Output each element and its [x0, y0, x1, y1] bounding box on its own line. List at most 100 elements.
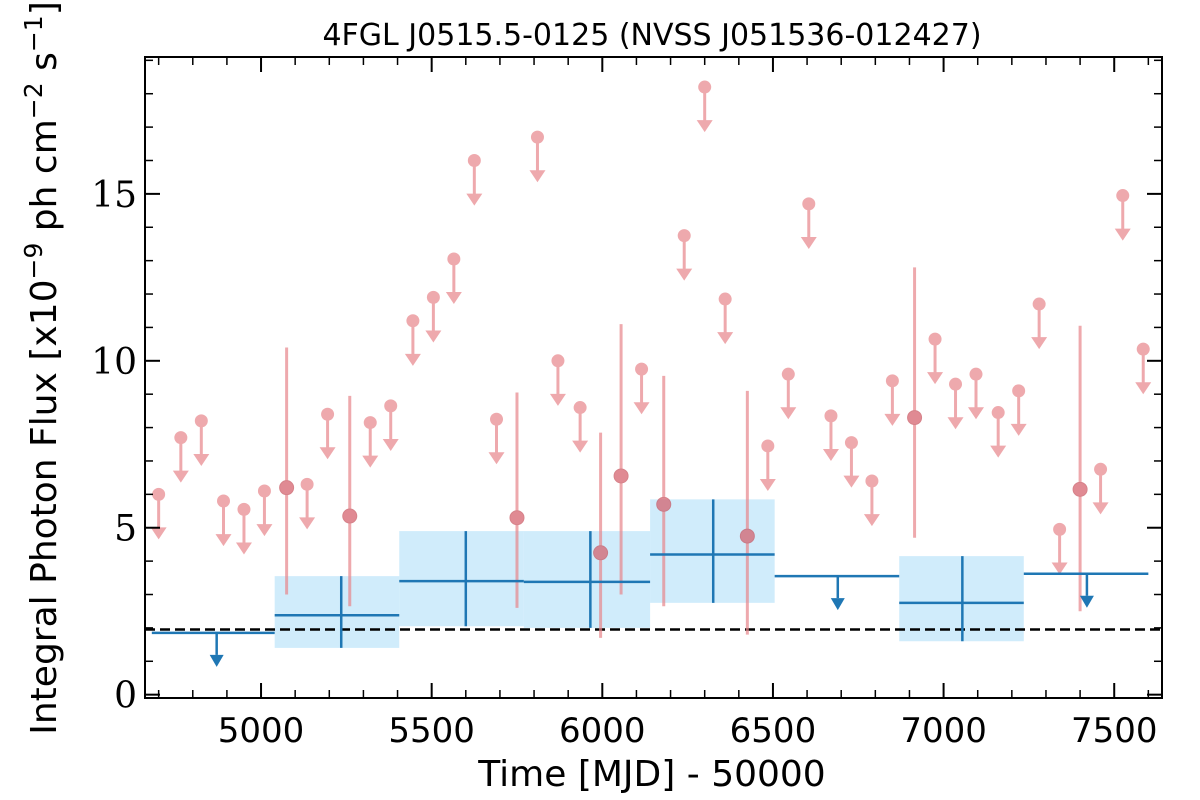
long-bin-band-3 — [523, 531, 651, 628]
long-bin-band-1 — [274, 576, 400, 648]
short-bin-upper-limit-45 — [1092, 462, 1109, 515]
short-bin-detection-24 — [656, 375, 672, 607]
short-bin-upper-limit-40 — [990, 406, 1007, 458]
short-bin-arrow-head-8 — [319, 447, 336, 460]
short-bin-arrow-head-32 — [822, 448, 839, 461]
short-bin-marker-22 — [613, 468, 629, 484]
y-axis-label-mid: ph cm — [24, 119, 65, 242]
short-bin-arrow-head-37 — [927, 372, 944, 385]
short-bin-detection-22 — [613, 324, 629, 595]
x-tick-label-5000: 5000 — [218, 711, 305, 751]
short-bin-marker-24 — [656, 496, 672, 512]
short-bin-detection-6 — [279, 347, 295, 595]
short-bin-marker-17 — [509, 510, 525, 526]
short-bin-upper-limit-12 — [404, 314, 421, 366]
short-bin-upper-limit-46 — [1114, 189, 1131, 241]
short-bin-arrow-head-33 — [843, 475, 860, 488]
short-bin-arrow-head-3 — [215, 534, 232, 547]
short-bin-arrow-head-30 — [780, 407, 797, 420]
short-bin-upper-limit-1 — [172, 431, 189, 483]
short-bin-upper-limit-41 — [1010, 384, 1027, 436]
short-bin-arrow-head-41 — [1010, 423, 1027, 436]
short-bin-upper-limit-8 — [319, 407, 336, 460]
y-axis-label: Integral Photon Flux [x10−9 ph cm−2 s−1] — [19, 1, 65, 735]
short-bin-arrow-head-14 — [445, 292, 462, 305]
short-bin-upper-limit-35 — [884, 374, 901, 426]
short-bin-arrow-head-42 — [1031, 337, 1048, 350]
short-bin-arrow-head-2 — [193, 453, 210, 466]
long-bin-ul-head-0 — [209, 654, 224, 667]
short-bin-detection-9 — [342, 395, 358, 607]
short-bin-arrow-head-45 — [1092, 502, 1109, 515]
y-tick-label-10: 10 — [91, 342, 137, 383]
short-bin-arrow-head-10 — [362, 455, 379, 468]
short-bin-upper-limit-23 — [633, 362, 650, 415]
short-bin-arrow-head-5 — [256, 524, 273, 537]
y-tick-label-15: 15 — [91, 175, 137, 216]
short-bin-arrow-head-34 — [863, 514, 880, 527]
short-bin-arrow-head-23 — [633, 402, 650, 415]
short-bin-arrow-head-29 — [759, 479, 776, 492]
short-bin-arrow-head-19 — [549, 393, 566, 406]
short-bin-arrow-head-43 — [1051, 562, 1068, 575]
plot-frame — [144, 56, 1163, 699]
short-bin-upper-limit-31 — [800, 197, 817, 249]
short-bin-upper-limit-34 — [863, 474, 880, 527]
y-axis-label-mid2: s — [24, 52, 65, 82]
short-bin-upper-limit-29 — [759, 439, 776, 492]
short-bin-arrow-head-25 — [676, 268, 693, 281]
short-bin-upper-limit-25 — [676, 229, 693, 281]
short-bin-marker-44 — [1072, 481, 1088, 497]
short-bin-arrow-head-38 — [947, 417, 964, 430]
y-axis-label-suffix: ] — [24, 1, 65, 15]
short-bin-arrow-head-46 — [1114, 228, 1131, 241]
short-bin-arrow-head-4 — [235, 542, 252, 555]
short-bin-upper-limit-7 — [299, 477, 316, 530]
x-axis-label: Time [MJD] - 50000 — [477, 754, 825, 795]
short-bin-upper-limit-39 — [968, 367, 985, 420]
short-bin-arrow-head-47 — [1135, 382, 1152, 395]
short-bin-arrow-head-40 — [990, 445, 1007, 458]
short-bin-upper-limit-16 — [488, 412, 505, 465]
short-bin-upper-limit-30 — [780, 367, 797, 420]
short-bin-upper-limit-47 — [1135, 342, 1152, 395]
short-bin-upper-limit-19 — [549, 354, 566, 406]
y-axis-label-exp1: −9 — [19, 243, 48, 280]
short-bin-arrow-head-27 — [717, 332, 734, 345]
short-bin-upper-limit-3 — [215, 494, 232, 547]
short-bin-marker-28 — [739, 528, 755, 544]
short-bin-detection-28 — [739, 390, 755, 635]
short-bin-upper-limit-27 — [717, 292, 734, 345]
short-bin-arrow-head-1 — [172, 470, 189, 483]
short-bin-detection-21 — [593, 432, 609, 638]
short-bin-arrow-head-26 — [696, 120, 713, 133]
short-bin-upper-limit-13 — [425, 290, 442, 343]
x-tick-label-6500: 6500 — [730, 711, 817, 751]
short-bin-upper-limit-43 — [1051, 522, 1068, 575]
short-bin-arrow-head-31 — [800, 236, 817, 249]
short-bin-arrow-head-12 — [404, 353, 421, 366]
short-bin-upper-limit-18 — [529, 130, 546, 183]
short-bin-arrow-head-13 — [425, 330, 442, 343]
short-bin-upper-limit-37 — [927, 332, 944, 385]
y-axis-label-exp2: −2 — [19, 82, 48, 119]
short-bin-marker-6 — [279, 480, 295, 496]
short-bin-arrow-head-11 — [382, 438, 399, 451]
short-bin-upper-limit-4 — [235, 502, 252, 555]
short-bin-upper-limit-32 — [822, 409, 839, 461]
long-bin-ul-head-5 — [830, 598, 845, 611]
short-bin-arrow-head-7 — [299, 517, 316, 530]
long-bin-band-2 — [399, 531, 524, 627]
short-bin-marker-36 — [907, 410, 923, 426]
short-bin-marker-9 — [342, 508, 358, 524]
short-bin-upper-limit-26 — [696, 80, 713, 133]
x-tick-label-7000: 7000 — [900, 711, 987, 751]
short-bin-arrow-head-0 — [150, 527, 167, 540]
short-bin-arrow-head-35 — [884, 413, 901, 426]
short-bin-upper-limit-33 — [843, 436, 860, 488]
y-tick-label-0: 0 — [114, 676, 137, 717]
y-axis-label-prefix: Integral Photon Flux [x10 — [24, 280, 65, 735]
short-bin-arrow-head-15 — [466, 193, 483, 206]
short-bin-upper-limit-15 — [466, 153, 483, 206]
